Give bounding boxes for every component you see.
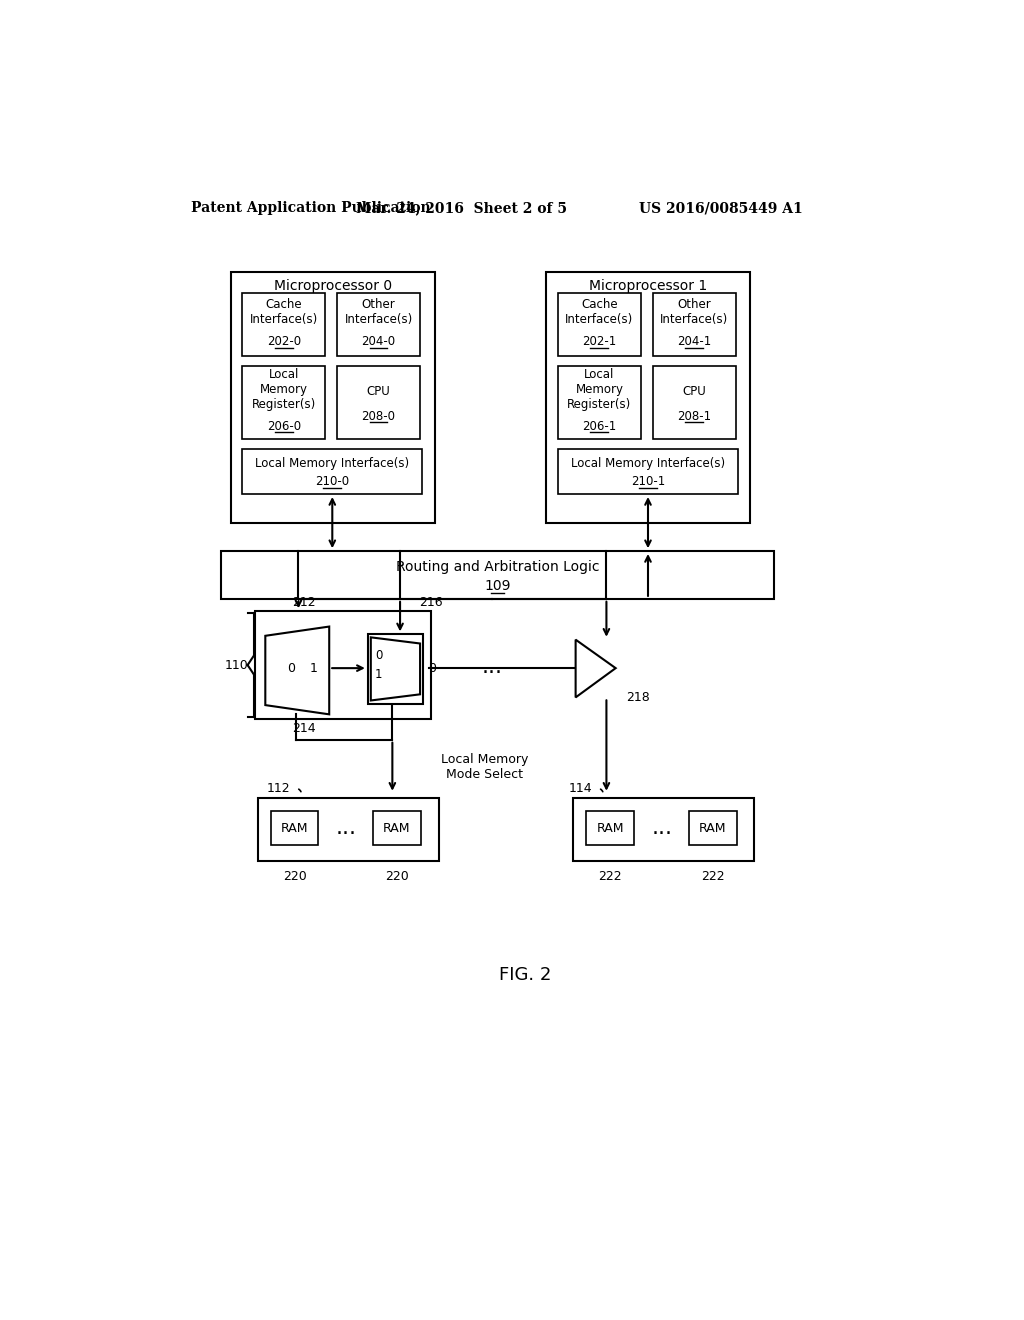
- Bar: [258, 797, 438, 861]
- Text: 222: 222: [700, 870, 725, 883]
- Text: Cache
Interface(s): Cache Interface(s): [565, 298, 634, 326]
- Text: Cache
Interface(s): Cache Interface(s): [250, 298, 317, 326]
- Text: Other
Interface(s): Other Interface(s): [344, 298, 413, 326]
- Text: 210-1: 210-1: [631, 475, 666, 488]
- Text: Patent Application Publication: Patent Application Publication: [190, 202, 430, 215]
- Text: 202-1: 202-1: [583, 335, 616, 348]
- Bar: [270, 812, 318, 845]
- Text: Mar. 24, 2016  Sheet 2 of 5: Mar. 24, 2016 Sheet 2 of 5: [356, 202, 567, 215]
- Text: Other
Interface(s): Other Interface(s): [660, 298, 728, 326]
- Text: 0: 0: [287, 661, 295, 675]
- Text: CPU: CPU: [682, 385, 707, 399]
- Bar: [337, 293, 420, 356]
- Text: ...: ...: [482, 656, 503, 677]
- Text: ...: ...: [651, 818, 673, 838]
- Text: Local Memory Interface(s): Local Memory Interface(s): [255, 457, 410, 470]
- Text: 1: 1: [375, 668, 382, 681]
- Text: 0: 0: [428, 661, 436, 675]
- Polygon shape: [265, 627, 330, 714]
- Bar: [255, 611, 431, 719]
- Bar: [652, 293, 736, 356]
- Text: 208-1: 208-1: [677, 409, 712, 422]
- Text: 212: 212: [292, 595, 315, 609]
- Text: 0: 0: [375, 648, 382, 661]
- Bar: [337, 367, 420, 440]
- Text: 114: 114: [569, 781, 593, 795]
- Text: 220: 220: [385, 870, 409, 883]
- Bar: [368, 635, 423, 704]
- Text: 110: 110: [225, 659, 249, 672]
- Text: 210-0: 210-0: [315, 475, 349, 488]
- Bar: [243, 293, 326, 356]
- Text: 220: 220: [283, 870, 306, 883]
- Bar: [373, 812, 421, 845]
- Bar: [573, 797, 755, 861]
- Text: ...: ...: [336, 818, 356, 838]
- Text: 204-0: 204-0: [361, 335, 395, 348]
- Text: 216: 216: [419, 595, 443, 609]
- Text: RAM: RAM: [699, 822, 726, 834]
- Text: 214: 214: [292, 722, 315, 735]
- Text: RAM: RAM: [597, 822, 624, 834]
- Text: 202-0: 202-0: [266, 335, 301, 348]
- Text: 204-1: 204-1: [677, 335, 712, 348]
- Text: 218: 218: [627, 690, 650, 704]
- Text: Microprocessor 0: Microprocessor 0: [273, 280, 392, 293]
- Bar: [558, 367, 641, 440]
- Bar: [547, 272, 751, 523]
- Text: Routing and Arbitration Logic: Routing and Arbitration Logic: [396, 560, 600, 573]
- Text: Local Memory Interface(s): Local Memory Interface(s): [571, 457, 725, 470]
- Polygon shape: [371, 638, 420, 701]
- Text: US 2016/0085449 A1: US 2016/0085449 A1: [639, 202, 803, 215]
- Text: 1: 1: [310, 661, 317, 675]
- Text: Microprocessor 1: Microprocessor 1: [589, 280, 708, 293]
- Bar: [243, 449, 422, 494]
- Text: 206-1: 206-1: [583, 420, 616, 433]
- Bar: [689, 812, 736, 845]
- Text: RAM: RAM: [281, 822, 308, 834]
- Bar: [558, 449, 738, 494]
- Bar: [652, 367, 736, 440]
- Text: FIG. 2: FIG. 2: [499, 966, 551, 983]
- Text: Local Memory
Mode Select: Local Memory Mode Select: [441, 752, 528, 780]
- Text: 206-0: 206-0: [266, 420, 301, 433]
- Bar: [221, 552, 774, 599]
- Text: 222: 222: [598, 870, 623, 883]
- Text: 109: 109: [484, 578, 511, 593]
- Text: Local
Memory
Register(s): Local Memory Register(s): [252, 368, 316, 411]
- Bar: [558, 293, 641, 356]
- Bar: [587, 812, 634, 845]
- Text: RAM: RAM: [383, 822, 411, 834]
- Bar: [243, 367, 326, 440]
- Text: 208-0: 208-0: [361, 409, 395, 422]
- Text: 112: 112: [267, 781, 291, 795]
- Polygon shape: [575, 640, 615, 697]
- Text: Local
Memory
Register(s): Local Memory Register(s): [567, 368, 632, 411]
- Text: CPU: CPU: [367, 385, 390, 399]
- Bar: [230, 272, 435, 523]
